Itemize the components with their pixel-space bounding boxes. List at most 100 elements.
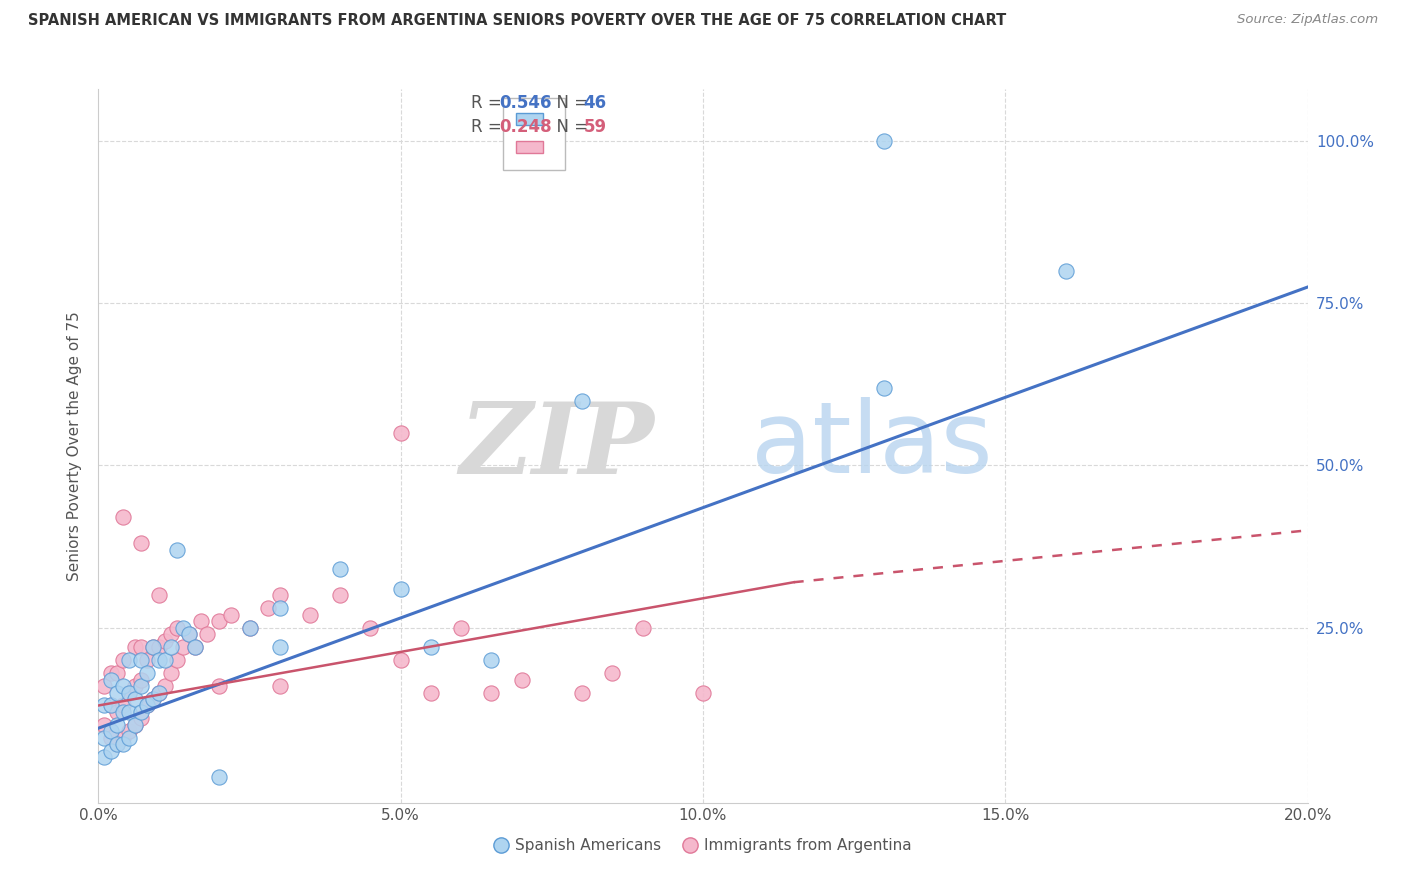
Point <box>135 653 157 667</box>
Point <box>100 698 122 713</box>
Point <box>239 621 262 635</box>
Point <box>208 679 231 693</box>
Point <box>105 705 128 719</box>
Point <box>571 685 593 699</box>
Point <box>129 673 152 687</box>
Point <box>124 692 146 706</box>
Point <box>111 705 134 719</box>
Point <box>129 653 152 667</box>
Point <box>118 731 141 745</box>
Text: 0.546: 0.546 <box>499 94 551 112</box>
Point <box>602 666 624 681</box>
Point <box>142 640 165 654</box>
Point <box>111 653 134 667</box>
Point <box>153 633 176 648</box>
Point <box>111 731 134 745</box>
Point <box>172 640 194 654</box>
Point <box>111 698 134 713</box>
Point <box>142 640 165 654</box>
Point <box>105 738 128 752</box>
Point <box>450 621 472 635</box>
Point <box>873 134 896 148</box>
Point <box>389 425 412 440</box>
Point <box>100 724 122 739</box>
Text: N =: N = <box>546 118 593 136</box>
Text: 0.248: 0.248 <box>499 118 551 136</box>
Point <box>142 692 165 706</box>
Point <box>389 653 412 667</box>
Point <box>166 542 188 557</box>
Point <box>148 685 170 699</box>
Point <box>172 621 194 635</box>
Text: ZIP: ZIP <box>460 398 655 494</box>
Point <box>389 582 412 596</box>
Text: Source: ZipAtlas.com: Source: ZipAtlas.com <box>1237 13 1378 27</box>
Point <box>105 685 128 699</box>
Point <box>239 621 262 635</box>
Point <box>1054 264 1077 278</box>
Point <box>118 685 141 699</box>
Point <box>129 640 152 654</box>
Point <box>124 679 146 693</box>
Point <box>135 666 157 681</box>
Point <box>221 607 243 622</box>
Point <box>420 685 443 699</box>
Point <box>135 698 157 713</box>
Point <box>129 711 152 725</box>
Point <box>179 627 201 641</box>
Text: N =: N = <box>546 94 593 112</box>
Point <box>692 685 714 699</box>
Point <box>269 640 291 654</box>
Point <box>148 653 170 667</box>
Point <box>148 685 170 699</box>
Point <box>190 614 212 628</box>
Point <box>195 627 218 641</box>
Point <box>481 653 503 667</box>
Point <box>631 621 654 635</box>
Point <box>420 640 443 654</box>
Text: atlas: atlas <box>751 398 993 494</box>
Point <box>100 673 122 687</box>
Point <box>105 738 128 752</box>
Point <box>93 718 115 732</box>
Point <box>269 601 291 615</box>
Point <box>129 679 152 693</box>
Point <box>299 607 322 622</box>
Point <box>111 679 134 693</box>
Point <box>329 562 352 576</box>
Point <box>118 653 141 667</box>
Point <box>93 750 115 764</box>
Point <box>100 744 122 758</box>
Point <box>160 627 183 641</box>
Point <box>118 685 141 699</box>
Point <box>142 692 165 706</box>
Point <box>129 536 152 550</box>
Point <box>510 673 533 687</box>
Point <box>184 640 207 654</box>
Point <box>166 653 188 667</box>
Text: R =: R = <box>471 94 508 112</box>
Point <box>135 698 157 713</box>
Y-axis label: Seniors Poverty Over the Age of 75: Seniors Poverty Over the Age of 75 <box>67 311 83 581</box>
Point <box>93 698 115 713</box>
Point <box>873 381 896 395</box>
Point <box>129 705 152 719</box>
Point <box>269 588 291 602</box>
Text: 59: 59 <box>583 118 606 136</box>
Point <box>360 621 382 635</box>
Point <box>124 718 146 732</box>
Point <box>111 738 134 752</box>
Point <box>256 601 278 615</box>
Point <box>148 588 170 602</box>
Point <box>100 666 122 681</box>
Point <box>160 666 183 681</box>
Point <box>571 393 593 408</box>
Point <box>148 640 170 654</box>
Point <box>100 731 122 745</box>
Point <box>93 679 115 693</box>
Point <box>100 698 122 713</box>
Point <box>329 588 352 602</box>
Point <box>105 666 128 681</box>
Point <box>118 705 141 719</box>
Point <box>179 627 201 641</box>
